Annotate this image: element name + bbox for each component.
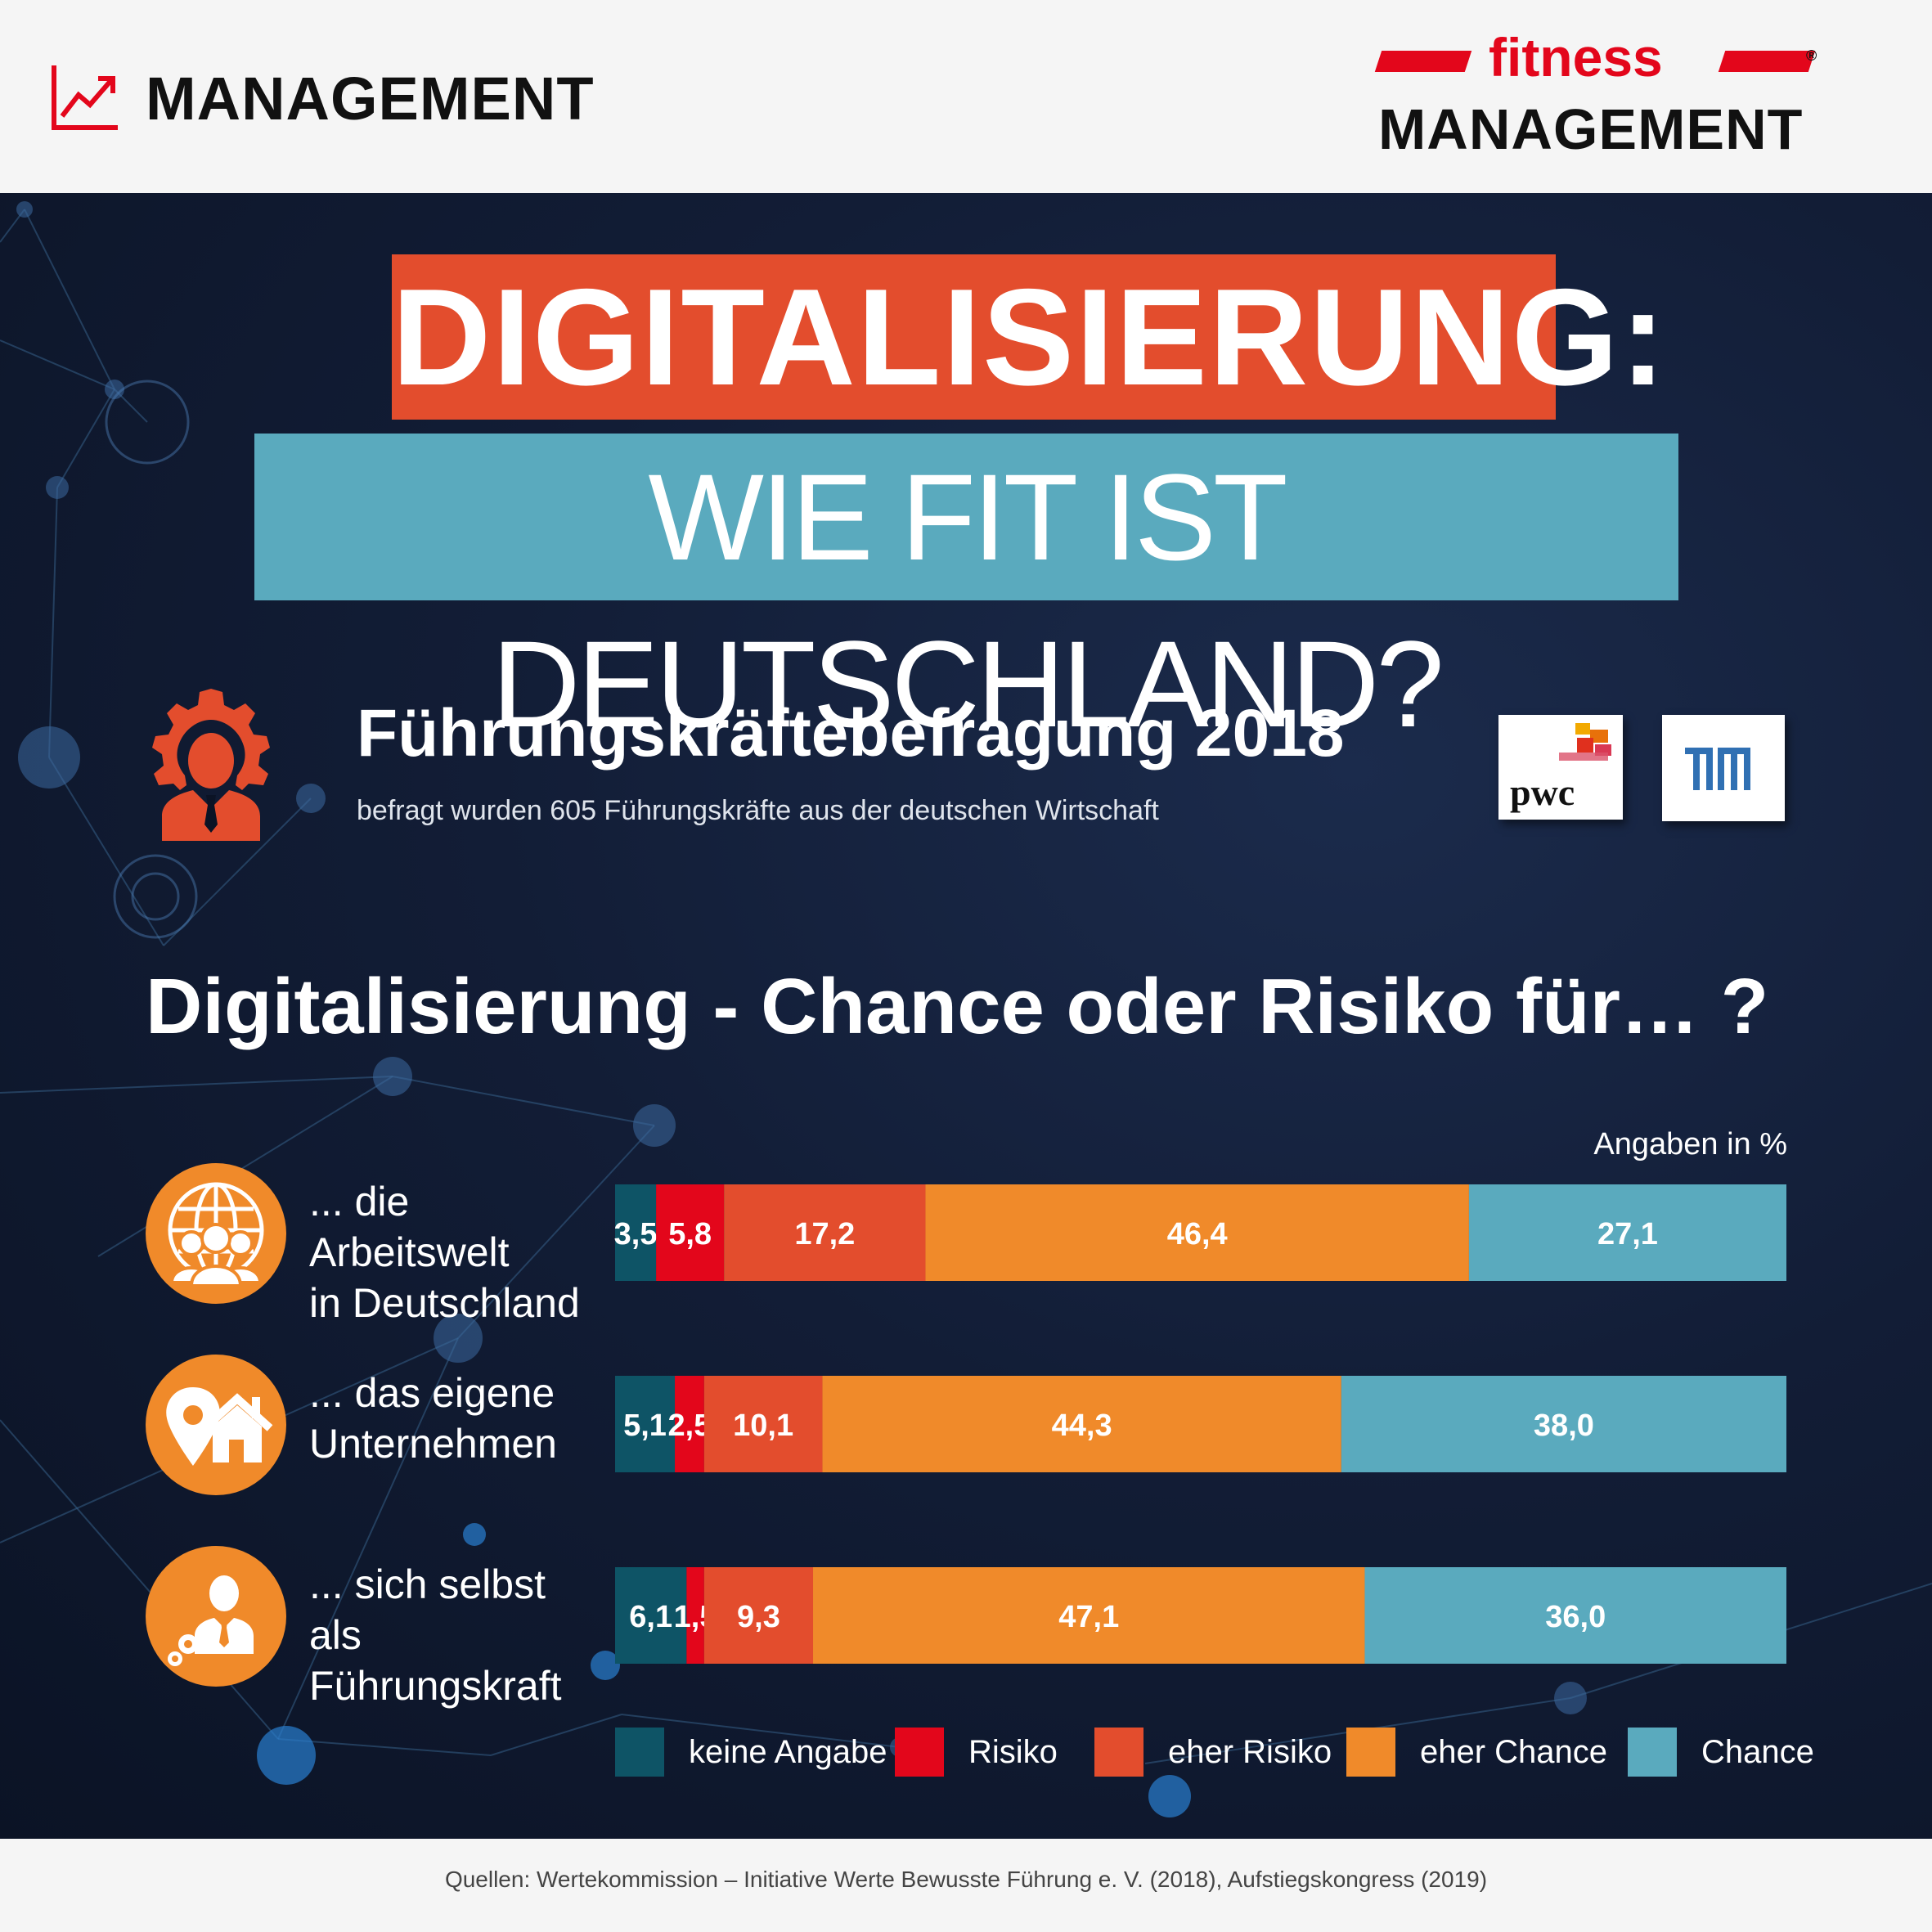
row-label-unternehmen: ... das eigene Unternehmen — [309, 1368, 587, 1469]
tum-mark-icon — [1685, 748, 1750, 790]
registered-mark: ® — [1806, 47, 1817, 64]
bar-value-label-1-3: 17,2 — [794, 1217, 855, 1251]
bar-segment-2-4 — [822, 1376, 1341, 1472]
legend-swatch — [1628, 1728, 1677, 1777]
bar-segment-1-2 — [656, 1184, 725, 1281]
row-label-line: Führungskraft — [309, 1663, 562, 1709]
brand-stripe-left — [1374, 51, 1472, 72]
infographic-panel: DIGITALISIERUNG: WIE FIT IST DEUTSCHLAND… — [0, 193, 1932, 1839]
bar-segment-3-4 — [813, 1567, 1365, 1664]
main-title: DIGITALISIERUNG: — [392, 254, 1666, 420]
bar-segment-2-3 — [703, 1376, 823, 1472]
bar-value-label-3-1: 6,1 — [629, 1600, 672, 1634]
bar-segment-3-1 — [615, 1567, 687, 1664]
bar-segment-3-3 — [703, 1567, 814, 1664]
chart-unit: Angaben in % — [1593, 1127, 1787, 1161]
brand-logo: fitness ® MANAGEMENT — [1374, 27, 1832, 164]
stacked-bar-chart: 3,5 5,8 17,2 46,4 27,15,1 2,5 10,1 44,3 38,06,1 1… — [614, 1184, 1786, 1664]
legend-swatch — [895, 1728, 944, 1777]
bar-value-label-3-4: 47,1 — [1058, 1600, 1119, 1634]
legend-label: keine Angabe — [689, 1734, 887, 1770]
location-house-icon — [166, 1387, 273, 1466]
bar-segment-2-2 — [675, 1376, 704, 1472]
bar-segment-3-5 — [1364, 1567, 1786, 1664]
bar-value-label-2-4: 44,3 — [1052, 1409, 1112, 1443]
bar-segment-1-1 — [615, 1184, 657, 1281]
legend-label: Risiko — [968, 1734, 1058, 1770]
bar-value-label-1-1: 3,5 — [614, 1217, 658, 1251]
row-label-arbeitswelt: ... die Arbeitswelt in Deutschland — [309, 1176, 587, 1328]
footer: Quellen: Wertekommission – Initiative We… — [0, 1839, 1932, 1932]
pwc-mark-icon — [1559, 723, 1611, 761]
row-icon-unternehmen — [146, 1355, 286, 1495]
globe-people-icon — [168, 1182, 264, 1287]
chart-question: Digitalisierung - Chance oder Risiko für… — [146, 963, 1769, 1050]
bar-segment-2-1 — [615, 1376, 676, 1472]
survey-subtitle: befragt wurden 605 Führungskräfte aus de… — [357, 795, 1159, 826]
row-label-line: ... sich selbst als — [309, 1561, 546, 1658]
source-note: Quellen: Wertekommission – Initiative We… — [444, 1867, 1488, 1892]
main-subtitle: WIE FIT IST DEUTSCHLAND? — [254, 434, 1678, 753]
tum-logo — [1662, 715, 1785, 821]
bar-value-label-1-2: 5,8 — [668, 1217, 712, 1251]
manager-gear-icon — [152, 689, 270, 841]
category-label: MANAGEMENT — [146, 65, 595, 133]
header-bar: MANAGEMENT fitness ® MANAGEMENT — [0, 0, 1932, 193]
bar-segment-3-2 — [686, 1567, 704, 1664]
row-label-line: Unternehmen — [309, 1421, 557, 1467]
brand-management-text: MANAGEMENT — [1378, 97, 1804, 161]
trending-up-icon — [52, 65, 118, 130]
bar-value-label-3-5: 36,0 — [1545, 1600, 1606, 1634]
row-icon-arbeitswelt — [146, 1163, 286, 1304]
bar-segment-1-5 — [1468, 1184, 1786, 1281]
pwc-logo-text: pwc — [1510, 771, 1575, 813]
brand-stripe-right — [1718, 51, 1816, 72]
bar-segment-2-5 — [1341, 1376, 1786, 1472]
row-label-line: ... das eigene — [309, 1370, 555, 1416]
bar-value-label-2-1: 5,1 — [623, 1409, 667, 1443]
bar-value-label-2-2: 2,5 — [668, 1409, 712, 1443]
bar-value-label-1-5: 27,1 — [1597, 1217, 1658, 1251]
legend-label: eher Risiko — [1168, 1734, 1332, 1770]
survey-title: Führungskräftebefragung 2018 — [357, 696, 1345, 771]
legend-swatch — [615, 1728, 664, 1777]
bar-value-label-1-4: 46,4 — [1167, 1217, 1228, 1251]
bar-segment-1-4 — [925, 1184, 1469, 1281]
bar-value-label-3-3: 9,3 — [737, 1600, 780, 1634]
legend-label: eher Chance — [1420, 1734, 1608, 1770]
brand-fitness-text: fitness — [1489, 27, 1663, 88]
manager-gears-icon — [168, 1575, 254, 1666]
network-background — [0, 201, 1932, 1817]
legend-swatch — [1346, 1728, 1395, 1777]
bar-value-label-2-5: 38,0 — [1534, 1409, 1594, 1443]
row-icon-fuehrungskraft — [146, 1546, 286, 1687]
legend-label: Chance — [1701, 1734, 1814, 1770]
pwc-logo: pwc — [1498, 715, 1623, 820]
bar-value-label-2-3: 10,1 — [733, 1409, 793, 1443]
row-label-line: ... die Arbeitswelt — [309, 1179, 510, 1275]
bar-segment-1-3 — [724, 1184, 926, 1281]
row-label-fuehrungskraft: ... sich selbst als Führungskraft — [309, 1559, 587, 1711]
row-label-line: in Deutschland — [309, 1280, 580, 1326]
legend-swatch — [1094, 1728, 1143, 1777]
